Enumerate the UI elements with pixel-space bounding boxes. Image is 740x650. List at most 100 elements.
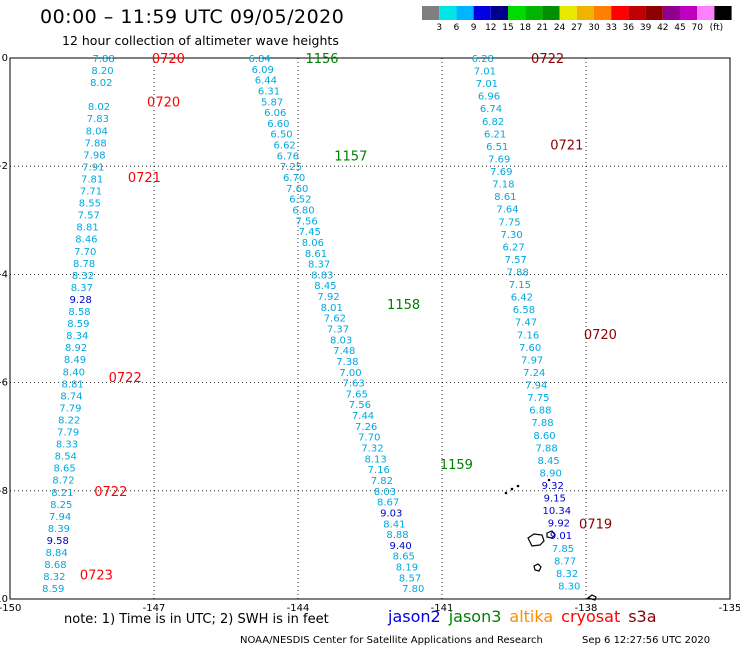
colorbar-cell: [559, 6, 577, 20]
wave-height-value: 7.38: [336, 357, 358, 368]
wave-height-value: 8.41: [383, 519, 405, 530]
colorbar-cell: [490, 6, 508, 20]
wave-height-value: 8.83: [311, 270, 333, 281]
map-frame: [9, 57, 731, 600]
wave-height-value: 7.62: [324, 314, 346, 325]
wave-height-value: 8.39: [48, 524, 70, 535]
wave-height-value: 8.78: [73, 259, 95, 270]
wave-height-value: 5.87: [261, 97, 283, 108]
wave-height-value: 7.57: [78, 211, 100, 222]
wave-height-value: 6.51: [486, 142, 508, 153]
page-subtitle: 12 hour collection of altimeter wave hei…: [62, 33, 339, 48]
wave-height-value: 7.83: [87, 114, 109, 125]
latitude-tick-label: -2: [0, 161, 8, 172]
colorbar-label: 70: [691, 23, 703, 33]
colorbar-cell: [525, 6, 543, 20]
legend-item-jason3: jason3: [448, 607, 502, 626]
colorbar-label: 33: [605, 23, 616, 33]
wave-height-value: 8.55: [79, 199, 101, 210]
wave-height-value: 7.25: [280, 162, 302, 173]
wave-height-value: 7.80: [402, 584, 424, 595]
wave-height-value: 8.90: [540, 468, 562, 479]
island-dot: [547, 478, 551, 482]
colorbar-cell: [645, 6, 663, 20]
wave-height-value: 7.88: [84, 138, 106, 149]
wave-height-value: 6.96: [478, 92, 500, 103]
wave-height-value: 8.04: [86, 126, 108, 137]
track-jason3-mid: 6.846.096.446.315.876.066.606.506.626.76…: [248, 52, 472, 595]
footnote: note: 1) Time is in UTC; 2) SWH is in fe…: [64, 612, 329, 627]
wave-height-value: 6.42: [511, 293, 533, 304]
wave-height-value: 8.81: [62, 379, 84, 390]
pass-time-label: 0722: [94, 485, 127, 500]
wave-height-value: 8.65: [393, 552, 415, 563]
wave-height-value: 9.03: [380, 508, 402, 519]
wave-height-value: 7.82: [371, 476, 393, 487]
legend-item-jason2: jason2: [388, 607, 441, 626]
wave-height-value: 8.77: [554, 556, 576, 567]
colorbar-label: 30: [588, 23, 600, 33]
pass-time-label: 0721: [128, 171, 161, 186]
colorbar-cell: [439, 6, 457, 20]
axis-tick-labels: -150 -147 -144 -141 -138 -135 0 -2 -4 -6 -8 -10: [0, 53, 740, 614]
wave-height-value: 7.57: [505, 255, 527, 266]
colorbar-label: 45: [674, 23, 685, 33]
island-shape: [546, 530, 556, 539]
wave-height-value: 8.59: [67, 319, 89, 330]
wave-height-value: 7.85: [552, 544, 574, 555]
track-s3a-right: 6.287.017.016.966.746.826.216.517.697.69…: [472, 52, 617, 592]
wave-height-value: 6.60: [267, 119, 289, 130]
colorbar-cell: [594, 6, 612, 20]
wave-height-value: 6.44: [255, 76, 277, 87]
colorbar-cell: [714, 6, 732, 20]
wave-height-value: 7.00: [339, 368, 361, 379]
pass-time-label: 0723: [80, 569, 113, 584]
longitude-tick-label: -141: [431, 603, 454, 614]
wave-height-value: 6.62: [274, 141, 296, 152]
wave-height-value: 8.30: [558, 581, 580, 592]
pass-time-label: 0722: [109, 371, 142, 386]
wave-height-value: 8.46: [75, 235, 97, 246]
wave-height-value: 8.74: [60, 391, 82, 402]
wave-height-value: 8.01: [321, 303, 343, 314]
wave-height-value: 7.69: [488, 154, 510, 165]
page-title: 00:00 – 11:59 UTC 09/05/2020: [40, 6, 345, 28]
satellite-tracks: 7.888.208.028.027.838.047.887.987.917.81…: [42, 52, 617, 595]
map-grid: [10, 58, 730, 599]
legend-item-altika: altika: [509, 607, 554, 626]
longitude-tick-label: -147: [143, 603, 166, 614]
latitude-tick-label: -6: [0, 378, 8, 389]
wave-height-value: 8.32: [43, 572, 65, 583]
colorbar-label: 6: [454, 23, 460, 33]
wave-height-value: 6.28: [472, 54, 494, 65]
wave-height-value: 7.75: [527, 393, 549, 404]
wave-height-value: 7.60: [286, 184, 308, 195]
wave-height-value: 8.54: [55, 452, 77, 463]
wave-height-value: 7.15: [509, 280, 531, 291]
colorbar-cell: [473, 6, 491, 20]
wave-height-value: 7.94: [525, 381, 547, 392]
wave-height-value: 6.06: [264, 108, 286, 119]
wave-height-value: 10.34: [543, 506, 572, 517]
wave-height-value: 8.61: [494, 192, 516, 203]
wave-height-value: 8.13: [364, 454, 386, 465]
wave-height-value: 8.37: [308, 260, 330, 271]
wave-height-value: 6.09: [252, 65, 274, 76]
wave-height-value: 7.88: [92, 54, 114, 65]
wave-height-value: 7.71: [80, 187, 102, 198]
wave-height-value: 8.59: [42, 584, 64, 595]
wave-height-value: 6.76: [277, 151, 299, 162]
wave-height-value: 7.79: [57, 428, 79, 439]
wave-height-value: 9.58: [47, 536, 69, 547]
color-scale-bar: 3 6 9 12 15 18 21 24 27 30 33 36 39 42 45 70 (ft): [422, 6, 732, 33]
colorbar-label: 3: [436, 23, 442, 33]
island-shape: [533, 563, 542, 572]
wave-height-value: 7.92: [317, 292, 339, 303]
wave-height-value: 7.94: [49, 512, 71, 523]
wave-height-value: 8.25: [50, 500, 72, 511]
wave-height-value: 7.18: [492, 180, 514, 191]
wave-height-value: 8.57: [399, 573, 421, 584]
track-cryosat-left: 7.888.208.028.027.838.047.887.987.917.81…: [42, 52, 185, 595]
wave-height-value: 9.92: [548, 519, 570, 530]
map-border: [9, 57, 731, 600]
